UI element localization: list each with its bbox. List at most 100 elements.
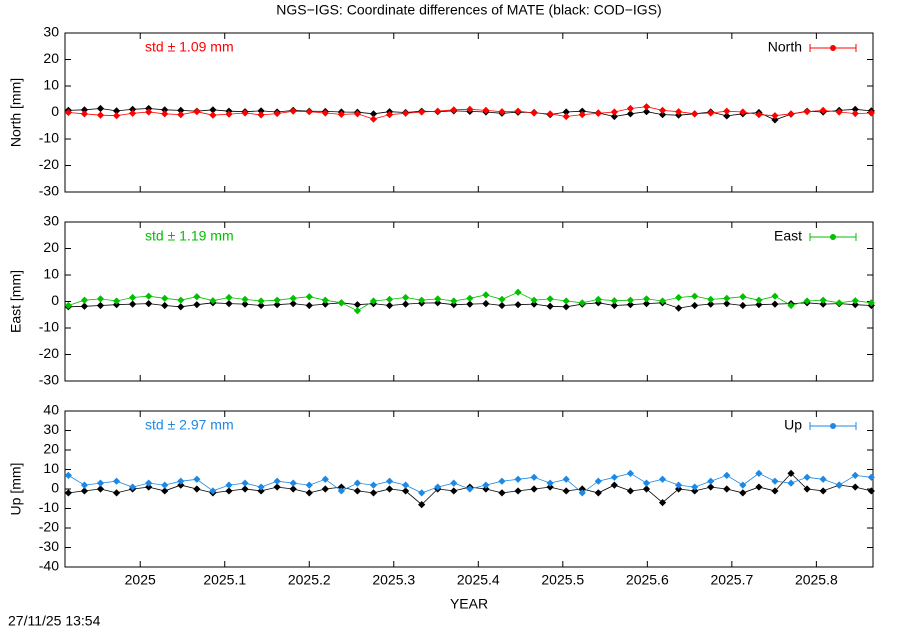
data-point	[450, 479, 458, 487]
data-point	[289, 107, 297, 115]
data-point	[578, 299, 586, 307]
data-point	[498, 477, 506, 485]
data-point	[691, 483, 699, 491]
data-point	[610, 112, 618, 121]
x-axis-label: YEAR	[450, 596, 488, 612]
data-point	[658, 499, 667, 507]
x-tick-label: 2025.2	[288, 572, 331, 588]
data-point	[498, 489, 506, 497]
chart-title: NGS−IGS: Coordinate differences of MATE …	[276, 2, 661, 18]
data-point	[241, 485, 249, 493]
data-point	[578, 489, 586, 497]
y-tick-label: -10	[39, 130, 59, 146]
data-point	[193, 108, 201, 116]
std-annotation: std ± 1.19 mm	[145, 228, 234, 244]
y-tick-label: 30	[43, 24, 59, 40]
data-point	[129, 293, 137, 302]
y-tick-label: 40	[43, 402, 59, 418]
data-point	[594, 109, 602, 117]
data-point	[658, 297, 667, 305]
std-annotation: std ± 2.97 mm	[145, 417, 234, 433]
y-tick-label: -30	[39, 538, 59, 554]
data-point	[835, 299, 843, 307]
data-point	[241, 300, 249, 308]
data-point	[305, 481, 313, 489]
x-tick-label: 2025.4	[457, 572, 500, 588]
data-point	[225, 110, 233, 118]
data-point	[305, 108, 313, 116]
data-point	[257, 487, 265, 495]
data-point	[642, 103, 651, 111]
data-point	[707, 295, 715, 303]
data-point	[514, 107, 522, 115]
data-point	[402, 109, 410, 117]
data-point	[610, 473, 618, 481]
data-point	[112, 297, 121, 305]
data-point	[209, 106, 217, 114]
data-point	[482, 481, 490, 489]
data-point	[450, 301, 458, 309]
data-point	[723, 112, 731, 120]
data-point	[498, 108, 506, 116]
data-point	[691, 292, 699, 300]
data-point	[80, 481, 89, 489]
data-point	[289, 479, 297, 487]
data-point	[771, 292, 779, 300]
data-point	[161, 487, 169, 495]
data-point	[723, 294, 731, 302]
data-point	[675, 481, 683, 489]
data-point	[402, 481, 410, 489]
y-tick-label: 20	[43, 50, 59, 66]
data-point	[273, 301, 281, 309]
data-point	[562, 297, 570, 305]
data-point	[562, 108, 570, 116]
data-point	[177, 477, 185, 485]
data-point	[546, 302, 554, 310]
data-point	[321, 485, 329, 493]
timestamp: 27/11/25 13:54	[8, 613, 101, 629]
data-point	[225, 481, 233, 489]
data-point	[514, 301, 522, 309]
data-point	[418, 501, 426, 509]
data-point	[739, 293, 747, 301]
data-point	[562, 475, 570, 483]
y-tick-label: 10	[43, 460, 59, 476]
data-point	[819, 487, 827, 495]
data-point	[546, 483, 554, 491]
data-point	[594, 477, 602, 485]
data-point	[658, 106, 667, 114]
data-point	[450, 487, 458, 495]
data-point	[64, 301, 72, 310]
data-point	[578, 485, 586, 493]
data-point	[562, 487, 570, 495]
data-point	[594, 295, 602, 303]
y-tick-label: 30	[43, 213, 59, 229]
data-point	[418, 296, 426, 304]
data-point	[835, 108, 843, 116]
data-point	[337, 487, 345, 495]
data-point	[129, 109, 137, 117]
data-point	[289, 300, 297, 308]
data-point	[273, 483, 281, 491]
data-point	[755, 469, 763, 477]
data-point	[803, 297, 811, 305]
data-point	[658, 475, 667, 483]
data-point	[466, 105, 474, 113]
y-tick-label: -10	[39, 319, 59, 335]
data-point	[80, 302, 89, 310]
data-point	[675, 485, 683, 493]
data-point	[369, 481, 378, 489]
data-point	[385, 295, 394, 303]
data-point	[466, 485, 474, 493]
data-point	[145, 300, 153, 308]
data-point	[418, 489, 426, 497]
std-annotation: std ± 1.09 mm	[145, 39, 234, 55]
data-point	[514, 475, 522, 483]
y-tick-label: 0	[51, 103, 59, 119]
y-tick-label: -30	[39, 372, 59, 388]
data-point	[193, 301, 201, 309]
data-point	[594, 489, 602, 497]
data-point	[691, 301, 699, 310]
data-point	[64, 489, 72, 497]
data-point	[723, 107, 731, 115]
